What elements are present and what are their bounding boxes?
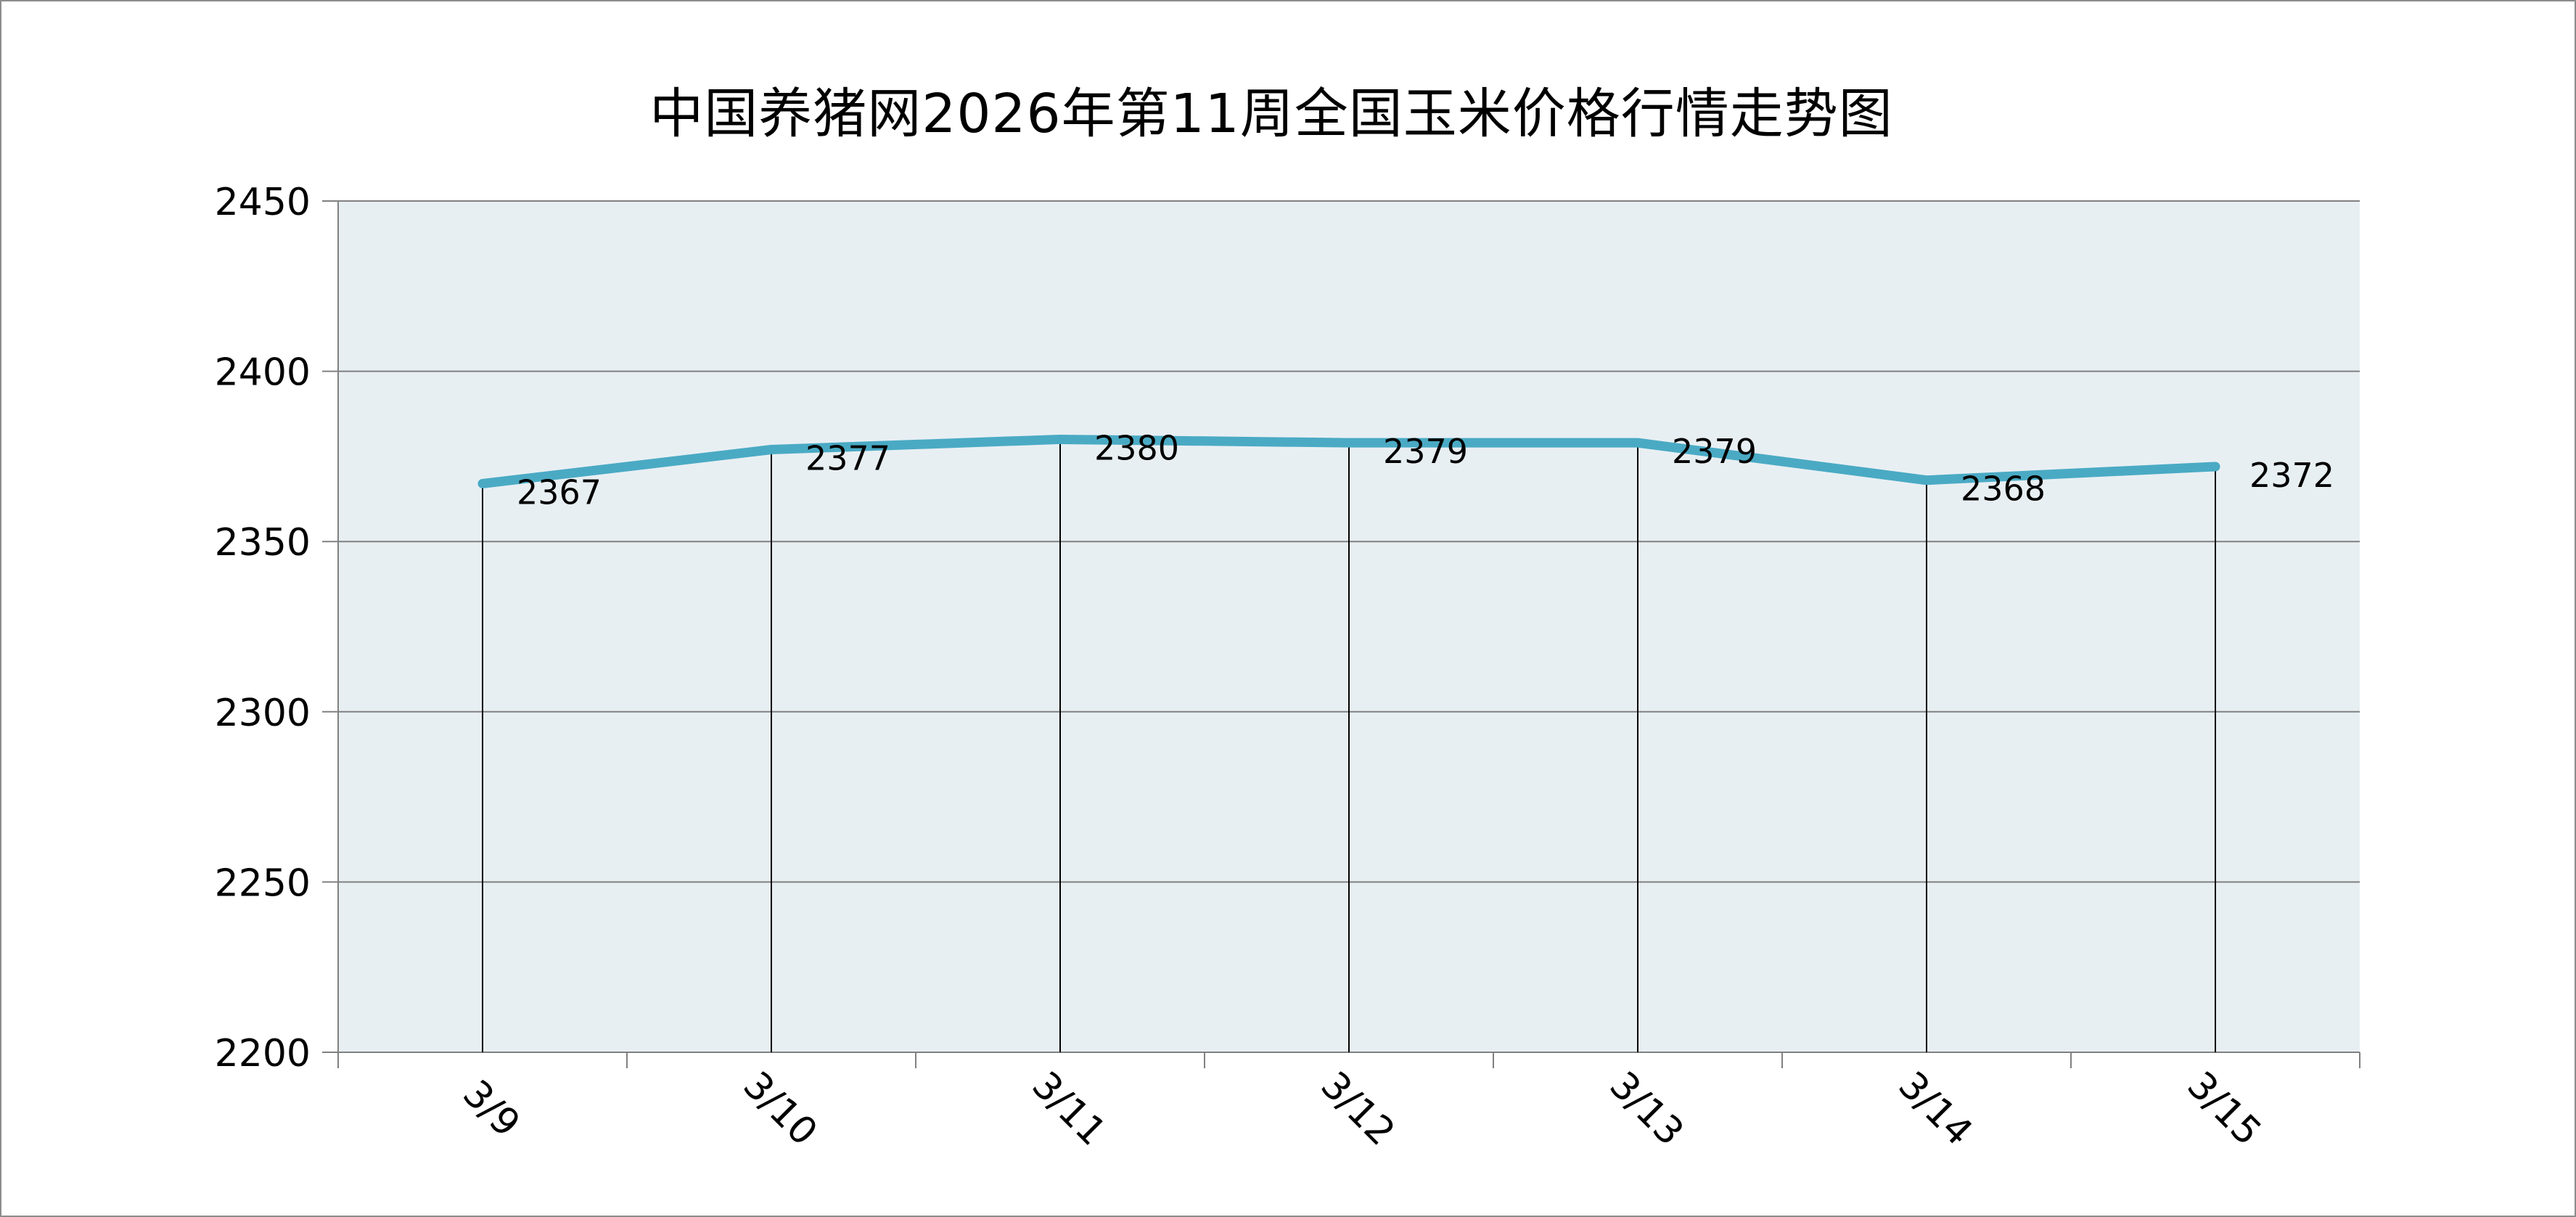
y-tick-label: 2300 xyxy=(215,692,311,735)
chart-title: 中国养猪网2026年第11周全国玉米价格行情走势图 xyxy=(649,83,1893,145)
y-tick-label: 2400 xyxy=(215,351,311,395)
x-tick-label: 3/15 xyxy=(2179,1063,2270,1154)
y-tick-label: 2250 xyxy=(215,861,311,905)
data-point xyxy=(1345,438,1353,448)
y-tick-label: 2450 xyxy=(215,181,311,224)
data-label: 2380 xyxy=(1094,428,1179,467)
data-label: 2372 xyxy=(2249,456,2334,495)
data-label: 2368 xyxy=(1961,470,2046,509)
x-tick-label: 3/12 xyxy=(1313,1063,1403,1154)
data-label: 2367 xyxy=(517,472,602,512)
y-tick-label: 2200 xyxy=(215,1032,311,1075)
data-point xyxy=(767,445,776,454)
x-tick-label: 3/11 xyxy=(1024,1063,1115,1154)
data-point xyxy=(478,479,487,488)
data-label: 2377 xyxy=(805,439,890,478)
y-tick-label: 2350 xyxy=(215,521,311,565)
data-point xyxy=(1922,475,1931,485)
x-tick-label: 3/14 xyxy=(1890,1063,1981,1154)
data-label: 2379 xyxy=(1672,432,1757,471)
x-tick-label: 3/10 xyxy=(735,1063,826,1154)
x-tick-label: 3/9 xyxy=(454,1072,528,1146)
data-label: 2379 xyxy=(1383,432,1468,471)
data-point xyxy=(2211,462,2220,471)
data-point xyxy=(1056,435,1065,444)
x-tick-label: 3/13 xyxy=(1601,1063,1692,1154)
data-point xyxy=(1633,438,1642,448)
